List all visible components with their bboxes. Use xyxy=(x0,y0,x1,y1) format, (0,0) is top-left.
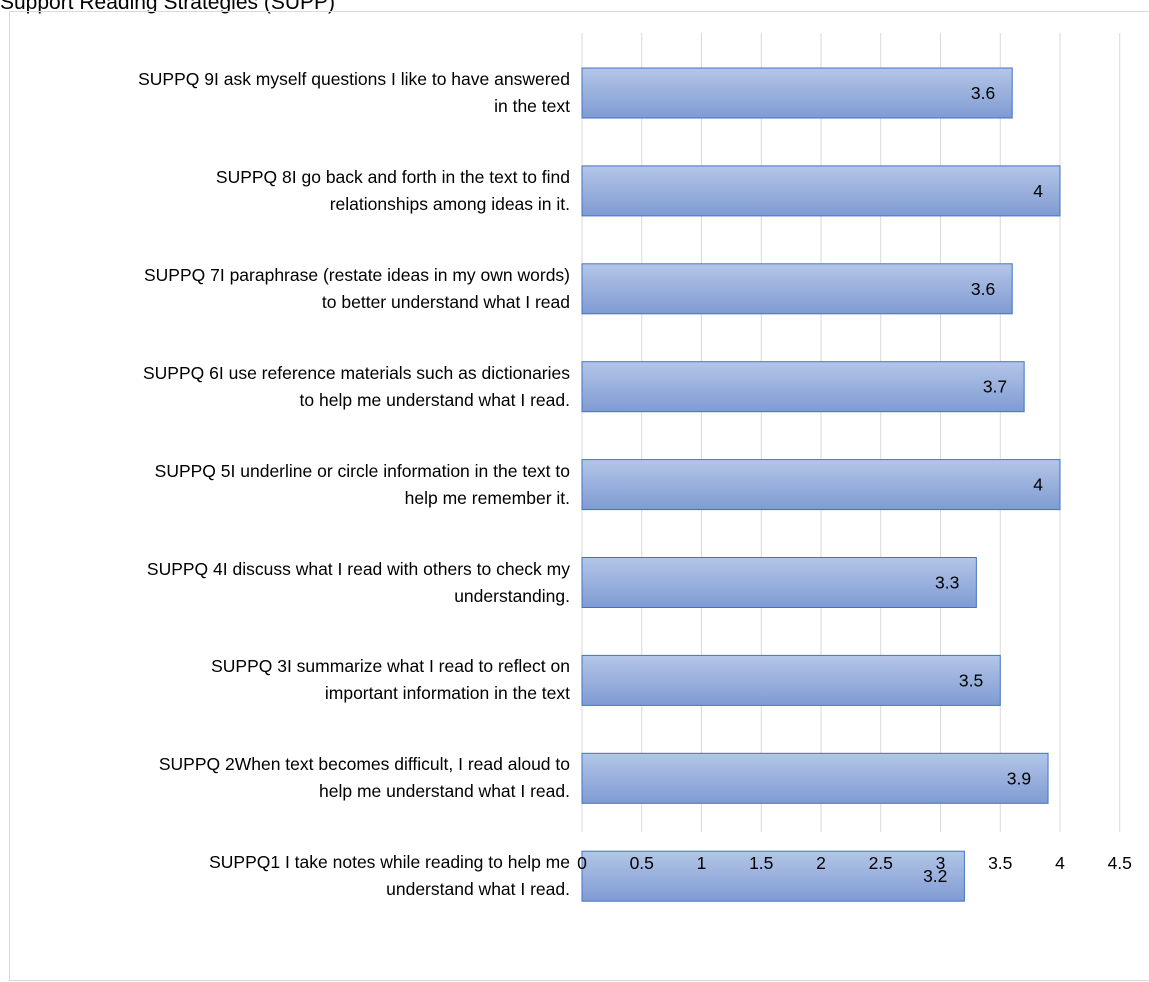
x-axis-ticks: 0 0.5 1 1.5 2 2.5 3 3.5 4 4.5 xyxy=(577,853,1132,873)
bar xyxy=(581,557,977,608)
data-labels: 3.6 4 3.6 3.7 4 3.3 3.5 3.9 3.2 xyxy=(923,83,1043,886)
category-label-line: SUPPQ 4I discuss what I read with others… xyxy=(146,558,570,579)
category-label-line: relationships among ideas in it. xyxy=(329,193,570,214)
category-label-line: SUPPQ 8I go back and forth in the text t… xyxy=(215,166,570,187)
category-label-line: help me remember it. xyxy=(404,487,570,508)
category-label-line: understanding. xyxy=(454,585,570,606)
x-tick-label: 4 xyxy=(1055,853,1065,873)
x-tick-label: 3 xyxy=(936,853,946,873)
category-label: SUPPQ 9I ask myself questions I like to … xyxy=(20,66,570,120)
category-label-line: help me understand what I read. xyxy=(319,781,570,802)
bar-value-label: 3.7 xyxy=(983,377,1007,397)
x-tick-label: 1 xyxy=(697,853,707,873)
x-tick-label: 0 xyxy=(577,853,587,873)
category-label-line: understand what I read. xyxy=(386,879,570,900)
bar-value-label: 3.5 xyxy=(959,670,983,690)
x-tick-label: 4.5 xyxy=(1108,853,1132,873)
category-label: SUPPQ 4I discuss what I read with others… xyxy=(20,556,570,610)
page-title: Support Reading Strategies (SUPP) xyxy=(0,0,336,14)
bar-chart: 3.6 4 3.6 3.7 4 3.3 3.5 3.9 3.2 0 0.5 1 1.5 2 2.5 3 3.5… xyxy=(577,33,1132,902)
category-label-line: in the text xyxy=(494,96,570,116)
bar-value-label: 4 xyxy=(1033,181,1043,201)
category-label: SUPPQ 2When text becomes difficult, I re… xyxy=(20,751,570,805)
bars xyxy=(581,67,1061,902)
category-label: SUPPQ 8I go back and forth in the text t… xyxy=(20,164,570,218)
category-label-line: SUPPQ 6I use reference materials such as… xyxy=(143,362,570,383)
category-label: SUPPQ1 I take notes while reading to hel… xyxy=(20,849,570,903)
category-label: SUPPQ 3I summarize what I read to reflec… xyxy=(20,653,570,707)
gridlines xyxy=(581,33,1121,832)
category-label-line: important information in the text xyxy=(324,683,570,704)
category-label-line: SUPPQ 2When text becomes difficult, I re… xyxy=(158,754,570,775)
bar-value-label: 3.2 xyxy=(923,866,947,886)
bar xyxy=(581,67,1013,119)
x-tick-label: 1.5 xyxy=(749,853,773,873)
bar xyxy=(581,263,1013,315)
category-label-line: SUPPQ1 I take notes while reading to hel… xyxy=(209,852,570,873)
bar-value-label: 3.6 xyxy=(971,83,995,103)
bar-value-label: 3.9 xyxy=(1007,768,1031,788)
bar-value-label: 3.3 xyxy=(935,573,959,593)
bar-value-label: 3.6 xyxy=(971,279,995,299)
category-label-line: SUPPQ 7I paraphrase (restate ideas in my… xyxy=(143,264,570,285)
bar xyxy=(581,850,965,902)
chart-frame: 3.6 4 3.6 3.7 4 3.3 3.5 3.9 3.2 0 0.5 1 1.5 2 2.5 3 3.5… xyxy=(9,11,1149,981)
x-tick-label: 2.5 xyxy=(869,853,893,873)
bar xyxy=(581,361,1025,413)
category-label: SUPPQ 6I use reference materials such as… xyxy=(20,360,570,414)
category-label-line: SUPPQ 3I summarize what I read to reflec… xyxy=(211,656,570,677)
x-tick-label: 0.5 xyxy=(630,853,654,873)
category-label: SUPPQ 5I underline or circle information… xyxy=(20,458,570,512)
bar xyxy=(581,654,1001,706)
category-label-line: SUPPQ 9I ask myself questions I like to … xyxy=(138,69,570,89)
bar xyxy=(581,459,1061,511)
bar xyxy=(581,165,1061,217)
x-tick-label: 3.5 xyxy=(988,853,1012,873)
category-label: SUPPQ 7I paraphrase (restate ideas in my… xyxy=(20,262,570,316)
x-tick-label: 2 xyxy=(816,853,826,873)
bar-value-label: 4 xyxy=(1033,475,1043,495)
category-label-line: to help me understand what I read. xyxy=(299,389,570,410)
category-label-line: SUPPQ 5I underline or circle information… xyxy=(154,460,570,481)
category-label-line: to better understand what I read xyxy=(321,291,570,312)
bar xyxy=(581,752,1049,804)
